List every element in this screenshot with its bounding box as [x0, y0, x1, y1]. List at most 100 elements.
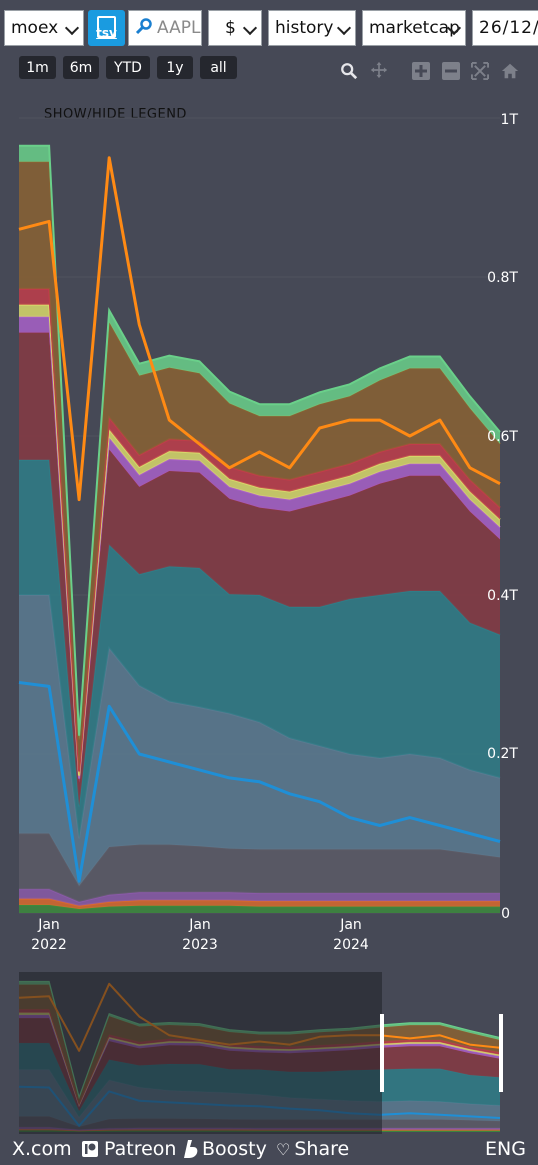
currency-value: $ — [225, 18, 236, 38]
area-series-2 — [19, 889, 500, 906]
area-series-0 — [19, 1130, 500, 1132]
area-series-11 — [19, 981, 500, 1098]
area-series-1 — [19, 898, 500, 909]
area-series-edge-1 — [19, 897, 500, 907]
chevron-down-icon — [336, 20, 352, 36]
area-series-edge-5 — [19, 1042, 501, 1113]
exchange-select[interactable]: moex — [4, 10, 84, 46]
toolbar: moex tsv AAPL $ history marketcap 26/12/… — [0, 0, 538, 52]
area-series-4 — [19, 1069, 500, 1127]
navigator-left-handle[interactable] — [380, 1014, 384, 1092]
ticker-placeholder: AAPL — [157, 18, 201, 38]
line-series-0 — [18, 681, 501, 883]
area-series-4 — [19, 595, 500, 886]
language-label: ENG — [485, 1138, 526, 1160]
area-series-7 — [19, 1015, 500, 1107]
area-series-0 — [19, 905, 500, 913]
x-tick-month: Jan — [189, 917, 211, 933]
patreon-link[interactable]: Patreon — [82, 1136, 176, 1162]
area-series-10 — [19, 984, 500, 1105]
boosty-link[interactable]: Boosty — [184, 1136, 267, 1162]
area-series-9 — [19, 288, 500, 776]
line-series-1 — [18, 156, 501, 502]
search-icon — [135, 18, 152, 35]
zoom-icon[interactable] — [340, 62, 358, 80]
language-toggle[interactable]: ENG — [485, 1136, 526, 1162]
navigator-mask — [19, 972, 382, 1134]
area-series-8 — [19, 1012, 500, 1106]
range-1m-button[interactable]: 1m — [19, 56, 56, 79]
share-label: Share — [294, 1138, 350, 1160]
area-series-edge-10 — [19, 160, 501, 740]
chevron-down-icon — [64, 20, 80, 36]
area-series-edge-2 — [19, 888, 500, 903]
date-input[interactable]: 26/12/2 — [472, 10, 538, 46]
area-series-8 — [19, 304, 500, 779]
area-series-edge-5 — [19, 458, 501, 807]
area-series-edge-7 — [19, 1014, 501, 1108]
area-series-edge-7 — [19, 315, 501, 779]
x-tick-year: 2023 — [182, 937, 218, 953]
area-series-edge-1 — [19, 1128, 500, 1132]
area-series-edge-3 — [19, 832, 501, 888]
x-tick-month: Jan — [38, 917, 60, 933]
share-link[interactable]: ♡ Share — [276, 1136, 349, 1162]
tsv-label: tsv — [96, 26, 117, 40]
range-6m-button[interactable]: 6m — [63, 56, 99, 79]
mode-select[interactable]: history — [268, 10, 356, 46]
area-series-edge-3 — [19, 1115, 501, 1128]
patreon-label: Patreon — [104, 1138, 177, 1160]
x-tick-year: 2022 — [31, 937, 67, 953]
area-series-edge-11 — [19, 980, 501, 1100]
y-tick-label: 0.2T — [487, 746, 518, 762]
zoom-out-icon[interactable] — [442, 62, 460, 80]
autoscale-icon[interactable] — [471, 62, 489, 80]
currency-select[interactable]: $ — [208, 10, 262, 46]
area-series-edge-9 — [19, 1008, 501, 1106]
boosty-label: Boosty — [202, 1138, 267, 1160]
y-tick-label: 0.6T — [487, 429, 518, 445]
range-all-button[interactable]: all — [200, 56, 237, 79]
range-1y-button[interactable]: 1y — [157, 56, 193, 79]
area-series-11 — [19, 145, 500, 740]
range-ytd-button[interactable]: YTD — [106, 56, 150, 79]
area-series-3 — [19, 833, 500, 902]
patreon-icon — [82, 1141, 98, 1157]
pan-icon[interactable] — [370, 61, 388, 79]
area-series-edge-9 — [19, 287, 501, 772]
area-series-10 — [19, 161, 500, 772]
ticker-input[interactable]: AAPL — [128, 10, 202, 46]
x-tick-year: 2024 — [333, 937, 369, 953]
area-series-edge-10 — [19, 984, 501, 1100]
range-navigator — [18, 980, 501, 1132]
area-series-2 — [19, 1127, 500, 1131]
date-value: 26/12/2 — [479, 18, 538, 38]
y-tick-label: 1T — [500, 112, 518, 128]
metric-value: marketcap — [369, 18, 460, 38]
area-series-edge-0 — [19, 904, 500, 911]
home-icon[interactable] — [501, 62, 519, 80]
area-series-edge-4 — [19, 594, 501, 839]
area-series-edge-6 — [19, 1017, 501, 1109]
area-series-5 — [19, 459, 500, 839]
area-series-edge-11 — [19, 144, 501, 736]
xcom-link[interactable]: X.com — [12, 1136, 72, 1162]
area-series-5 — [19, 1043, 500, 1118]
chevron-down-icon — [242, 20, 258, 36]
metric-select[interactable]: marketcap — [362, 10, 466, 46]
tsv-download-button[interactable]: tsv — [88, 10, 125, 46]
main-plot — [18, 117, 501, 914]
area-series-6 — [19, 1018, 500, 1112]
line-series-0 — [18, 1085, 501, 1127]
area-series-edge-8 — [19, 303, 501, 776]
area-series-edge-8 — [19, 1012, 501, 1107]
y-tick-label: 0.8T — [487, 270, 518, 286]
legend-toggle[interactable]: SHOW/HIDE LEGEND — [44, 107, 187, 122]
xcom-label: X.com — [12, 1138, 72, 1160]
navigator-right-handle[interactable] — [499, 1014, 503, 1092]
area-series-7 — [19, 316, 500, 783]
area-series-1 — [19, 1129, 500, 1132]
zoom-in-icon[interactable] — [412, 62, 430, 80]
area-series-9 — [19, 1009, 500, 1105]
